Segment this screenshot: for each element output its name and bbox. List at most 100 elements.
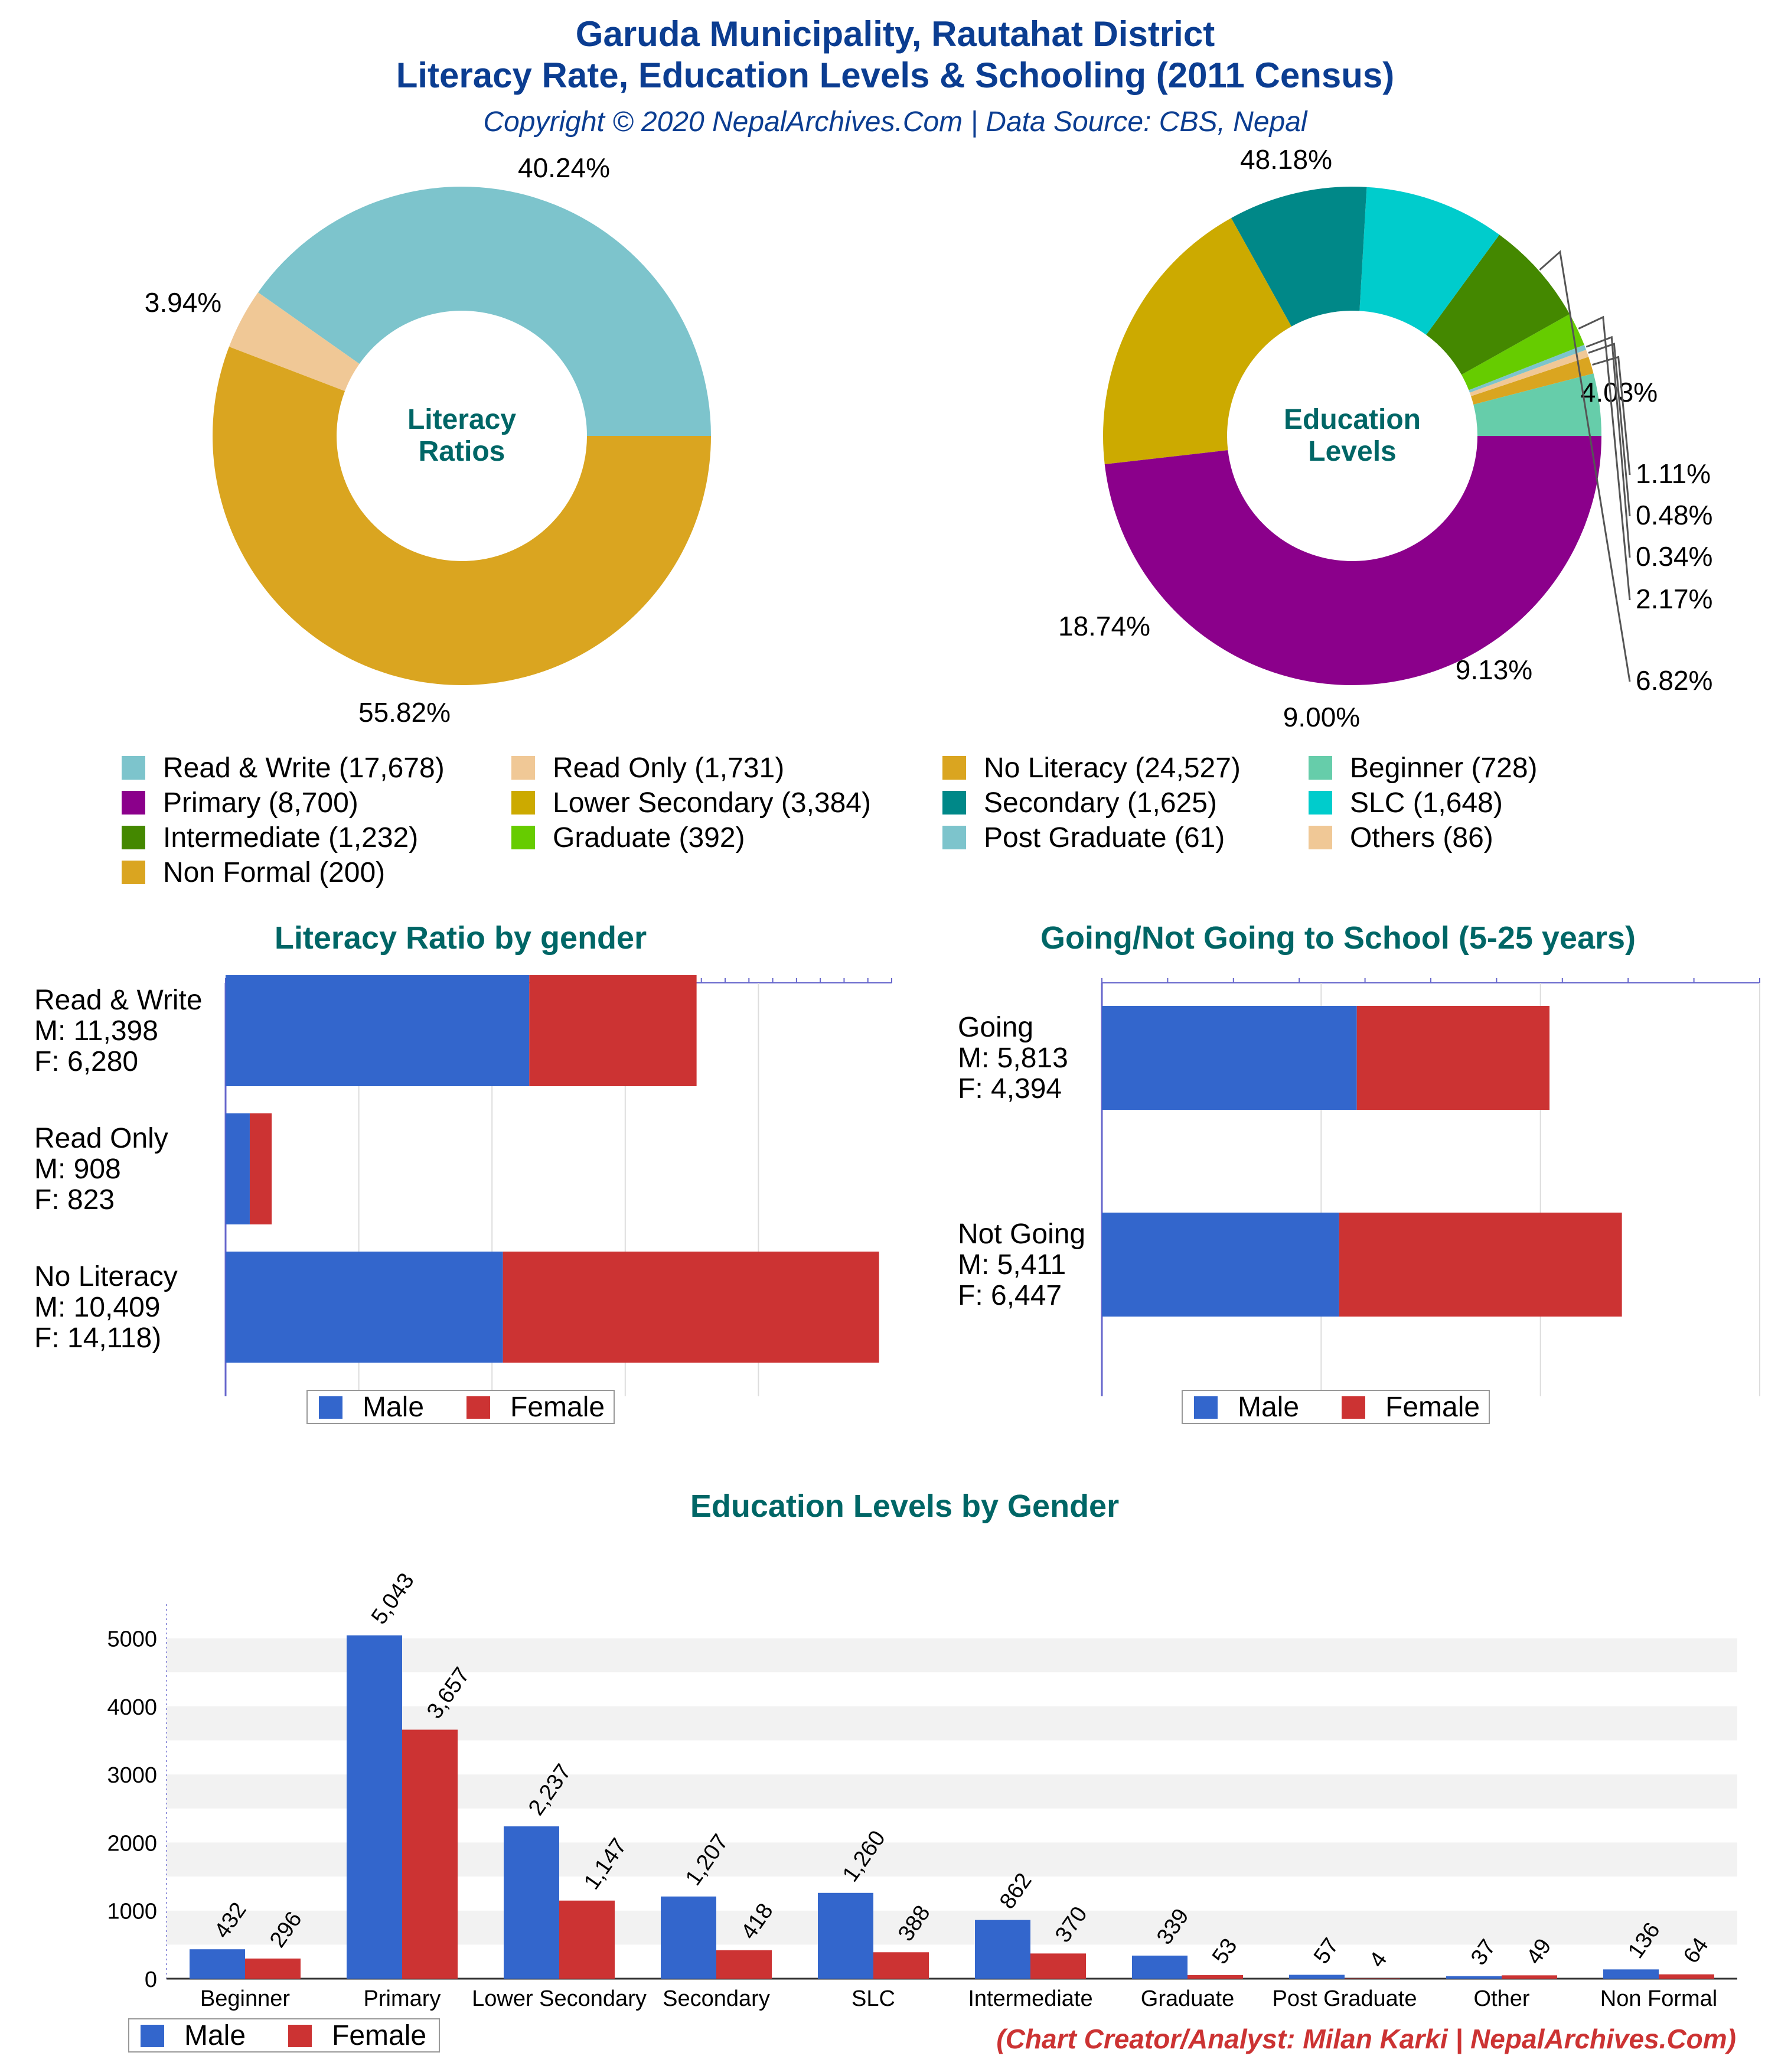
x-tick-label: Non Formal — [1600, 1986, 1718, 2011]
bar-female — [245, 1958, 301, 1979]
legend-swatch — [122, 791, 145, 815]
bar-male — [1102, 1006, 1357, 1110]
legend-swatch — [942, 791, 966, 815]
pie-slice — [1359, 187, 1500, 335]
category-label: Going — [958, 1012, 1033, 1043]
legend-label: Male — [363, 1392, 424, 1423]
legend-swatch — [288, 2025, 312, 2047]
y-tick-label: 5000 — [107, 1627, 157, 1652]
legend-label: Lower Secondary (3,384) — [553, 787, 871, 819]
legend-label: Male — [184, 2020, 246, 2051]
bar-male — [818, 1892, 873, 1979]
leader-line — [1578, 315, 1631, 601]
pie-slice — [1104, 436, 1601, 685]
grid-band — [167, 1638, 1737, 1673]
category-label: No Literacy — [34, 1261, 178, 1292]
x-tick-label: Intermediate — [968, 1986, 1092, 2011]
credit-text: (Chart Creator/Analyst: Milan Karki | Ne… — [996, 2024, 1736, 2054]
legend-swatch — [511, 756, 535, 780]
literacy-pct-label: 3.94% — [145, 287, 221, 318]
legend-label: No Literacy (24,527) — [984, 752, 1241, 784]
pie-slice — [229, 292, 360, 392]
legend-swatch — [122, 826, 145, 849]
category-label: M: 10,409 — [34, 1292, 160, 1323]
y-tick-label: 0 — [145, 1967, 157, 1992]
education-pct-label: 9.13% — [1456, 654, 1532, 685]
legend-label: Female — [332, 2020, 426, 2051]
leader-line — [1586, 335, 1631, 558]
x-tick-label: Post Graduate — [1272, 1986, 1417, 2011]
legend-swatch — [122, 756, 145, 780]
legend-swatch — [1309, 791, 1332, 815]
legend-box — [1182, 1390, 1490, 1424]
education-pct-label: 1.11% — [1636, 458, 1711, 489]
education-pct-label: 2.17% — [1636, 584, 1712, 614]
literacy-pct-label: 40.24% — [518, 152, 610, 183]
pie-slice — [213, 346, 711, 685]
education-gender-chart-title: Education Levels by Gender — [690, 1488, 1119, 1524]
bar-female — [1339, 1213, 1622, 1317]
education-donut-center-label-1: Education — [1284, 404, 1421, 435]
legend-label: Female — [1385, 1392, 1480, 1423]
copyright-text: Copyright © 2020 NepalArchives.Com | Dat… — [483, 106, 1307, 138]
legend-label: Primary (8,700) — [163, 787, 358, 819]
pie-slice — [1469, 350, 1589, 396]
bar-female — [402, 1729, 458, 1979]
bar-female — [1188, 1975, 1243, 1979]
x-tick-label: Beginner — [200, 1986, 290, 2011]
literacy-gender-chart-title: Literacy Ratio by gender — [275, 920, 647, 956]
pie-legend: Read & Write (17,678) Read Only (1,731) No… — [122, 752, 1538, 888]
bar-female — [559, 1900, 615, 1979]
legend-label: Read Only (1,731) — [553, 752, 784, 784]
literacy-donut-slices — [213, 186, 711, 685]
legend-swatch — [141, 2025, 164, 2047]
bar-male — [661, 1896, 716, 1979]
education-donut-center-label-2: Levels — [1308, 436, 1396, 467]
category-label: F: 14,118) — [34, 1322, 161, 1354]
pie-slice — [1103, 218, 1291, 465]
bar-male — [1102, 1213, 1339, 1317]
grid-band — [167, 1672, 1737, 1706]
pie-slice — [1469, 344, 1587, 393]
pie-slice — [1231, 187, 1367, 327]
education-pct-label: 0.48% — [1636, 500, 1712, 530]
education-levels-donut: Education Levels 4.03%1.11%0.48%0.34%2.1… — [1058, 144, 1712, 732]
legend-swatch — [1309, 756, 1332, 780]
legend-swatch — [1309, 826, 1332, 849]
bar-female — [1030, 1953, 1086, 1979]
bar-male — [1603, 1969, 1659, 1979]
leader-line — [1539, 250, 1631, 682]
leader-line — [1588, 343, 1631, 517]
legend-label: Non Formal (200) — [163, 857, 385, 888]
category-label: Read & Write — [34, 985, 203, 1016]
legend-box — [128, 2018, 440, 2053]
x-tick-label: Lower Secondary — [472, 1986, 647, 2011]
y-tick-label: 3000 — [107, 1763, 157, 1788]
legend-label: Others (86) — [1350, 822, 1493, 853]
bar-male — [226, 1252, 503, 1363]
y-tick-label: 4000 — [107, 1695, 157, 1720]
category-label: M: 5,813 — [958, 1042, 1068, 1074]
bar-female — [1659, 1974, 1714, 1979]
education-pct-label: 0.34% — [1636, 541, 1712, 572]
legend-label: SLC (1,648) — [1350, 787, 1503, 819]
pie-slice — [1461, 314, 1584, 390]
category-label: F: 6,280 — [34, 1046, 138, 1077]
pie-slice — [1426, 234, 1570, 375]
y-tick-label: 1000 — [107, 1900, 157, 1924]
bar-female — [503, 1252, 879, 1363]
legend-label: Female — [510, 1392, 605, 1423]
bar-male — [226, 1113, 250, 1224]
legend-swatch — [511, 791, 535, 815]
bar-male — [504, 1826, 559, 1979]
literacy-ratio-donut: Literacy Ratios 40.24% 3.94% 55.82% — [145, 152, 711, 728]
y-tick-label: 2000 — [107, 1831, 157, 1856]
legend-label: Graduate (392) — [553, 822, 745, 853]
literacy-pct-label: 55.82% — [358, 697, 451, 728]
category-label: F: 6,447 — [958, 1280, 1062, 1311]
category-label: F: 4,394 — [958, 1073, 1062, 1105]
education-pct-label: 9.00% — [1283, 702, 1360, 732]
